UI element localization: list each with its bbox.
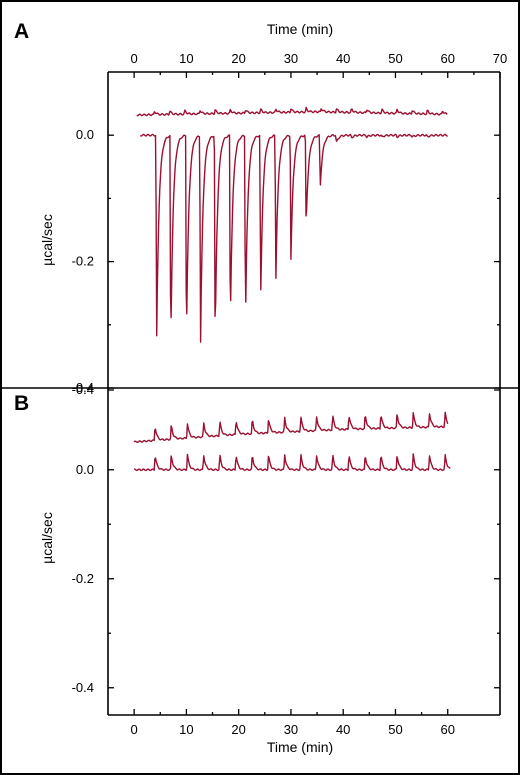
panel-a-ytick-label: 0.0 (76, 127, 94, 142)
panel-b-trace-2 (134, 453, 451, 472)
panel-b-ytick-label: -0.2 (72, 571, 94, 586)
panel-a-xtick-label: 30 (284, 51, 298, 66)
panel-a-plot: 0 10 20 30 40 50 60 70 0.0 -0.2 -0.4 (72, 51, 508, 395)
panel-a-ytick-label: -0.4 (72, 380, 94, 395)
panel-b-xtick-label: 40 (336, 722, 350, 737)
panel-b-ytick-label: -0.4 (72, 382, 94, 397)
top-axis-title: Time (min) (267, 21, 333, 37)
bottom-axis-title: Time (min) (267, 739, 333, 755)
panel-a-xtick-label: 50 (388, 51, 402, 66)
panel-b-xtick-label: 50 (388, 722, 402, 737)
panel-a-trace-2 (139, 133, 448, 343)
panel-a-xtick-label: 10 (179, 51, 193, 66)
panel-b-trace-1 (133, 411, 449, 443)
panel-b-xtick-label: 30 (284, 722, 298, 737)
panel-b-ytick-label: 0.0 (76, 462, 94, 477)
panel-b-label: B (14, 392, 29, 415)
panel-a-ylabel: µcal/sec (39, 214, 55, 266)
panel-b-ylabel: µcal/sec (39, 512, 55, 564)
panel-a-xtick-label: 0 (131, 51, 138, 66)
panel-b-plot: 0 10 20 30 40 50 60 -0.4 0.0 -0.2 -0.4 (72, 382, 501, 737)
panel-a-xtick-label: 60 (440, 51, 454, 66)
panel-a-trace-1 (136, 106, 448, 117)
panel-b-xtick-label: 20 (231, 722, 245, 737)
panel-b-xtick-label: 60 (440, 722, 454, 737)
panel-a-xtick-label: 20 (231, 51, 245, 66)
panel-b-xtick-label: 10 (179, 722, 193, 737)
panel-a-label: A (14, 20, 29, 43)
panel-b-ytick-label: -0.4 (72, 680, 94, 695)
panel-b-xtick-label: 0 (131, 722, 138, 737)
panel-a-xtick-label: 70 (493, 51, 507, 66)
panel-a-ytick-label: -0.2 (72, 254, 94, 269)
panel-a-xtick-label: 40 (336, 51, 350, 66)
